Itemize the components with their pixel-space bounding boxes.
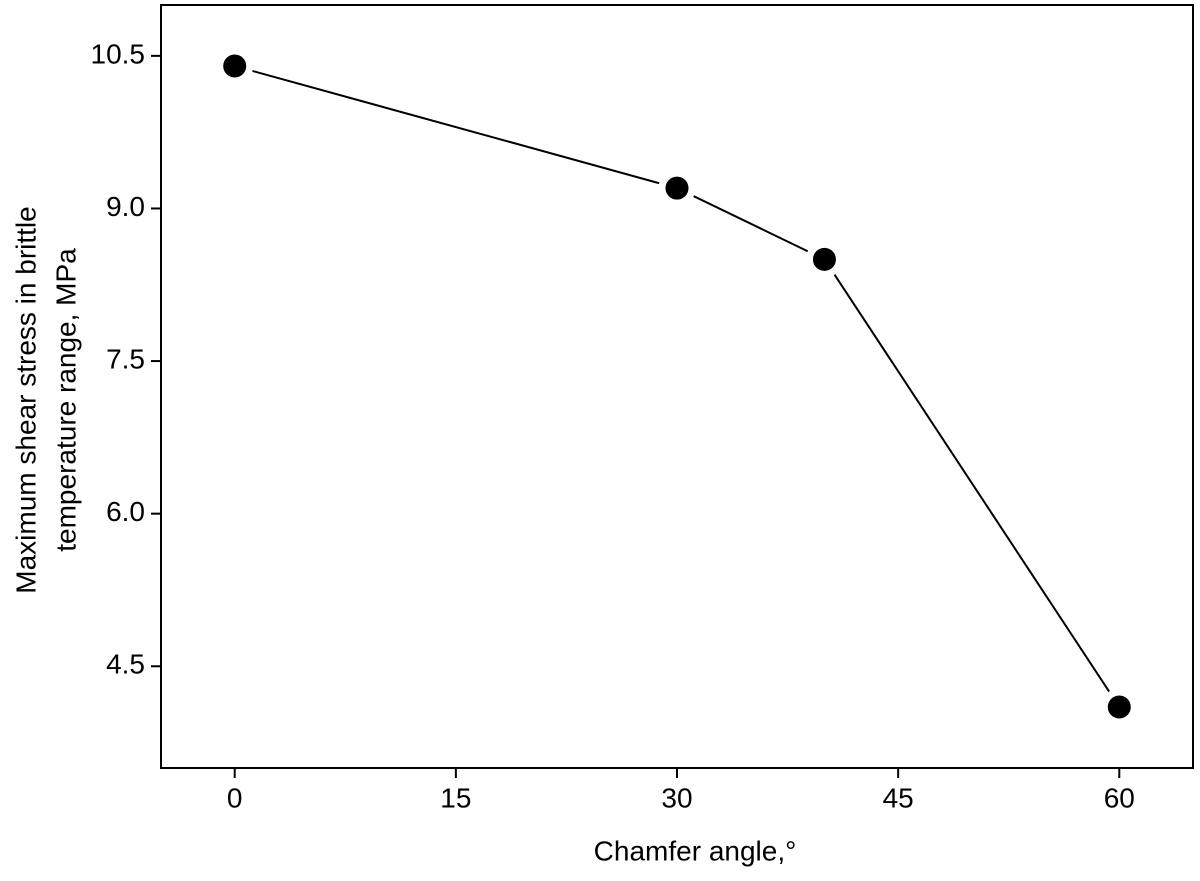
x-tick-label: 45 <box>883 782 914 813</box>
y-axis-label: Maximum shear stress in brittle <box>10 206 41 593</box>
x-tick-label: 30 <box>661 782 692 813</box>
x-tick-label: 60 <box>1104 782 1135 813</box>
line <box>234 65 1121 708</box>
plot-frame <box>160 4 1194 769</box>
marker <box>216 47 254 85</box>
y-tick-label: 4.5 <box>106 649 145 680</box>
y-tick-label: 7.5 <box>106 343 145 374</box>
marker <box>658 169 696 207</box>
y-tick-label: 10.5 <box>91 38 146 69</box>
x-tick-label: 0 <box>227 782 243 813</box>
marker <box>805 240 843 278</box>
marker <box>1100 688 1138 726</box>
y-tick-label: 9.0 <box>106 191 145 222</box>
x-axis-label: Chamfer angle,° <box>594 835 797 866</box>
y-tick-label: 6.0 <box>106 496 145 527</box>
y-axis-label: temperature range, MPa <box>50 248 81 552</box>
x-tick-label: 15 <box>440 782 471 813</box>
